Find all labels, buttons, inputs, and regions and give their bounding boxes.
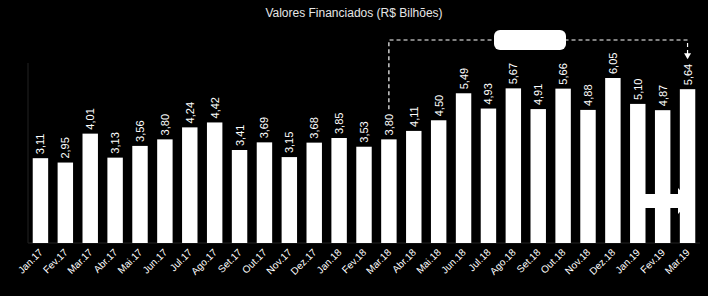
- data-label: 4,88: [582, 84, 594, 105]
- bar: [207, 122, 222, 243]
- bracket-box: [494, 30, 566, 50]
- bar: [83, 134, 98, 243]
- category-label: Jan.17: [16, 246, 45, 275]
- axis-line: [28, 63, 29, 243]
- data-label: 4,91: [532, 84, 544, 105]
- bar: [605, 78, 620, 243]
- category-label: Mar.18: [364, 246, 394, 276]
- title: Valores Financiados (R$ Bilhões): [265, 6, 442, 20]
- category-label: Fev.18: [340, 246, 369, 275]
- bar: [580, 110, 595, 243]
- category-label: Abr.17: [91, 246, 120, 275]
- category-label: Mai.17: [115, 246, 144, 275]
- bar: [307, 143, 322, 243]
- category-label: Jun.18: [439, 246, 468, 275]
- data-label: 5,10: [632, 78, 644, 99]
- data-label: 2,95: [59, 137, 71, 158]
- bar: [107, 158, 122, 243]
- bar: [257, 142, 272, 243]
- data-label: 6,05: [607, 53, 619, 74]
- category-label: Ago.17: [189, 246, 219, 276]
- data-label: 5,67: [507, 63, 519, 84]
- data-label: 3,41: [234, 125, 246, 146]
- data-label: 3,15: [283, 132, 295, 153]
- bar: [157, 139, 172, 243]
- bar: [182, 127, 197, 243]
- data-label: 4,93: [482, 83, 494, 104]
- bar: [630, 104, 645, 243]
- category-label: Jun.17: [140, 246, 169, 275]
- category-label: Jan.19: [613, 246, 642, 275]
- category-label: Nov.17: [264, 246, 294, 276]
- data-label: 4,01: [84, 108, 96, 129]
- bars: [33, 78, 696, 243]
- bar: [431, 120, 446, 243]
- bar: [132, 146, 147, 243]
- data-label: 4,24: [184, 102, 196, 123]
- category-label: Abr.18: [390, 246, 419, 275]
- data-label: 3,85: [333, 113, 345, 134]
- category-label: Out.17: [240, 246, 269, 275]
- data-label: 3,68: [308, 117, 320, 138]
- bar: [331, 138, 346, 243]
- data-label: 5,49: [458, 68, 470, 89]
- category-label: Fev.17: [41, 246, 70, 275]
- data-label: 5,64: [682, 64, 694, 85]
- category-label: Jan.18: [315, 246, 344, 275]
- bar: [655, 110, 670, 243]
- category-label: Dez.18: [587, 246, 617, 276]
- data-label: 3,13: [109, 132, 121, 153]
- category-label: Nov.18: [563, 246, 593, 276]
- block-arrow: [640, 188, 690, 214]
- bar: [232, 150, 247, 243]
- category-label: Mar.19: [663, 246, 693, 276]
- bar: [282, 157, 297, 243]
- data-label: 4,87: [657, 85, 669, 106]
- bar: [531, 109, 546, 243]
- bar: [58, 163, 73, 243]
- category-label: Dez.17: [288, 246, 318, 276]
- data-label: 3,53: [358, 121, 370, 142]
- category-label: Mar.17: [65, 246, 95, 276]
- bracket: [389, 40, 688, 109]
- bar: [456, 93, 471, 243]
- category-label: Ago.18: [488, 246, 518, 276]
- category-label: Mai.18: [414, 246, 443, 275]
- bar: [555, 89, 570, 243]
- bar: [356, 147, 371, 243]
- chart: Valores Financiados (R$ Bilhões) 3,11 2,95…: [0, 0, 708, 296]
- data-label: 4,42: [209, 97, 221, 118]
- bar: [680, 89, 695, 243]
- bar: [381, 139, 396, 243]
- data-label: 5,66: [557, 63, 569, 84]
- data-label: 3,69: [258, 117, 270, 138]
- category-label: Set.17: [216, 246, 245, 275]
- bar: [406, 131, 421, 243]
- data-label: 4,11: [408, 106, 420, 127]
- data-label: 3,11: [34, 134, 46, 155]
- data-label: 4,50: [433, 95, 445, 116]
- category-label: Out.18: [539, 246, 568, 275]
- category-label: Fev.19: [638, 246, 667, 275]
- data-label: 3,80: [159, 114, 171, 135]
- data-label: 3,80: [383, 114, 395, 135]
- bar: [33, 158, 48, 243]
- bar: [506, 88, 521, 243]
- data-label: 3,56: [134, 120, 146, 141]
- bracket-arrow: [684, 53, 691, 59]
- category-label: Set.18: [514, 246, 543, 275]
- bar: [481, 109, 496, 243]
